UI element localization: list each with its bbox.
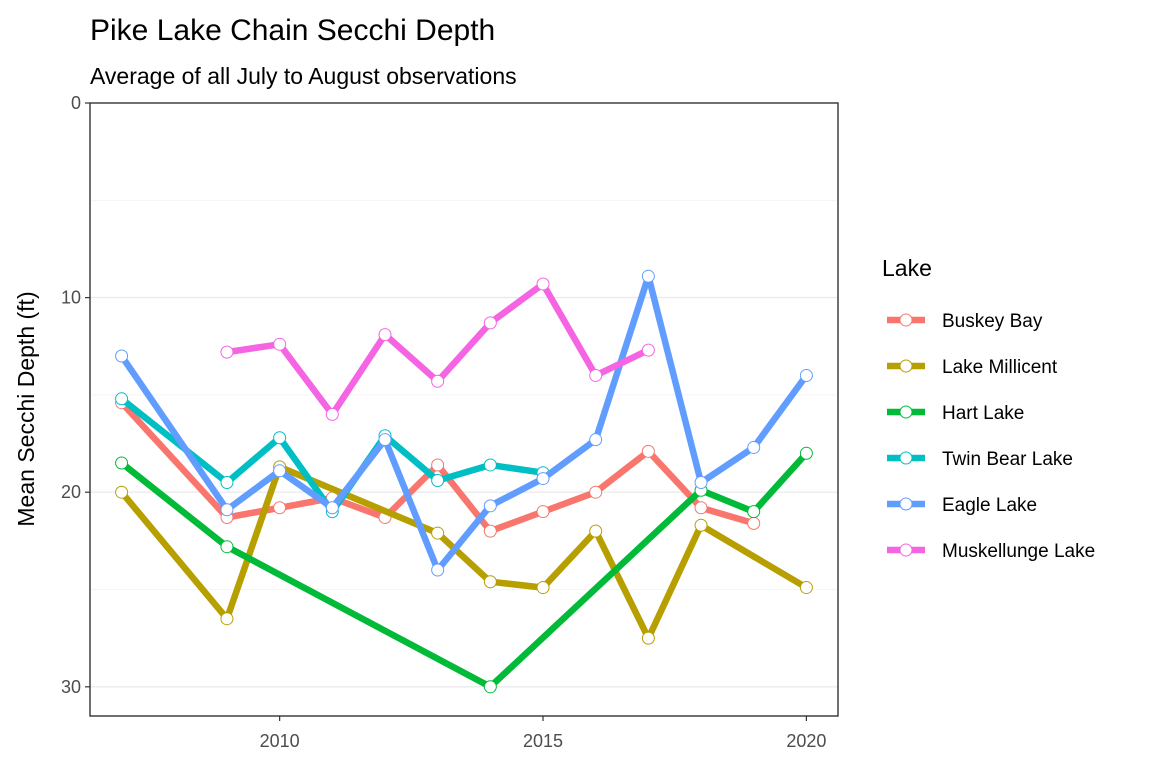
data-point-muskellunge-lake: [220, 345, 234, 359]
data-point-lake-millicent: [641, 631, 655, 645]
data-point-twin-bear-lake: [483, 458, 497, 472]
data-point-lake-millicent: [220, 612, 234, 626]
data-point-eagle-lake: [641, 269, 655, 283]
y-tick-label: 30: [61, 677, 81, 697]
chart-subtitle: Average of all July to August observatio…: [90, 63, 517, 89]
data-point-eagle-lake: [431, 563, 445, 577]
series-eagle-lake: [115, 269, 813, 577]
data-point-eagle-lake: [378, 433, 392, 447]
legend-item-hart-lake: Hart Lake: [887, 403, 1024, 424]
legend-key-point: [899, 405, 913, 419]
legend-item-eagle-lake: Eagle Lake: [887, 495, 1037, 516]
data-point-eagle-lake: [589, 433, 603, 447]
data-point-lake-millicent: [589, 524, 603, 538]
data-point-lake-millicent: [115, 485, 129, 499]
legend-label: Twin Bear Lake: [942, 449, 1073, 470]
legend-label: Buskey Bay: [942, 311, 1043, 332]
data-point-hart-lake: [483, 680, 497, 694]
data-point-muskellunge-lake: [378, 328, 392, 342]
data-point-buskey-bay: [431, 458, 445, 472]
data-point-hart-lake: [747, 505, 761, 519]
series-line-buskey-bay: [119, 400, 755, 535]
data-point-twin-bear-lake: [431, 474, 445, 488]
data-point-eagle-lake: [273, 464, 287, 478]
data-point-lake-millicent: [483, 575, 497, 589]
data-point-eagle-lake: [325, 501, 339, 515]
data-point-muskellunge-lake: [483, 316, 497, 330]
series-line-hart-lake: [119, 451, 809, 691]
y-tick-label: 0: [71, 93, 81, 113]
data-point-hart-lake: [220, 540, 234, 554]
data-point-buskey-bay: [747, 516, 761, 530]
data-point-buskey-bay: [273, 501, 287, 515]
legend-key-point: [899, 543, 913, 557]
data-point-muskellunge-lake: [325, 407, 339, 421]
data-point-twin-bear-lake: [220, 475, 234, 489]
data-point-lake-millicent: [799, 581, 813, 595]
axis-ticks: 0 10 20 30 2010 2015 2020: [61, 93, 826, 751]
x-tick-label: 2010: [260, 731, 300, 751]
data-point-lake-millicent: [536, 581, 550, 595]
legend-item-twin-bear-lake: Twin Bear Lake: [887, 449, 1073, 470]
legend-item-buskey-bay: Buskey Bay: [887, 311, 1043, 332]
data-point-buskey-bay: [483, 524, 497, 538]
legend-label: Eagle Lake: [942, 495, 1037, 516]
legend-key-point: [899, 313, 913, 327]
series-lake-millicent: [115, 460, 813, 645]
legend: Buskey Bay Lake Millicent Hart Lake Twin Be…: [887, 311, 1095, 562]
chart-title: Pike Lake Chain Secchi Depth: [90, 14, 495, 47]
data-point-buskey-bay: [641, 444, 655, 458]
data-point-muskellunge-lake: [273, 337, 287, 351]
data-point-eagle-lake: [220, 503, 234, 517]
legend-key-point: [899, 451, 913, 465]
x-tick-label: 2015: [523, 731, 563, 751]
plot-panel: [89, 102, 839, 717]
legend-title: Lake: [882, 255, 932, 281]
data-point-muskellunge-lake: [431, 374, 445, 388]
legend-key-point: [899, 359, 913, 373]
data-point-hart-lake: [115, 456, 129, 470]
data-point-eagle-lake: [694, 475, 708, 489]
data-point-eagle-lake: [483, 499, 497, 513]
data-point-twin-bear-lake: [115, 392, 129, 406]
data-point-muskellunge-lake: [641, 343, 655, 357]
x-tick-label: 2020: [786, 731, 826, 751]
legend-item-muskellunge-lake: Muskellunge Lake: [887, 541, 1095, 562]
data-point-eagle-lake: [115, 349, 129, 363]
data-point-lake-millicent: [431, 526, 445, 540]
data-point-twin-bear-lake: [273, 431, 287, 445]
series-line-lake-millicent: [119, 463, 809, 642]
legend-label: Muskellunge Lake: [942, 541, 1095, 562]
legend-label: Lake Millicent: [942, 357, 1058, 378]
y-tick-label: 20: [61, 482, 81, 502]
grid-lines: [90, 199, 838, 688]
data-point-eagle-lake: [747, 440, 761, 454]
data-point-eagle-lake: [799, 368, 813, 382]
data-point-buskey-bay: [694, 501, 708, 515]
y-axis-title: Mean Secchi Depth (ft): [13, 291, 39, 526]
data-point-eagle-lake: [536, 472, 550, 486]
y-tick-label: 10: [61, 288, 81, 308]
legend-label: Hart Lake: [942, 403, 1024, 424]
legend-item-lake-millicent: Lake Millicent: [887, 357, 1058, 378]
data-point-muskellunge-lake: [589, 368, 603, 382]
data-point-lake-millicent: [694, 518, 708, 532]
series-lines: [115, 269, 813, 694]
data-point-buskey-bay: [536, 505, 550, 519]
series-hart-lake: [115, 446, 813, 694]
legend-key-point: [899, 497, 913, 511]
data-point-hart-lake: [799, 446, 813, 460]
series-muskellunge-lake: [220, 277, 655, 421]
data-point-buskey-bay: [589, 485, 603, 499]
data-point-muskellunge-lake: [536, 277, 550, 291]
